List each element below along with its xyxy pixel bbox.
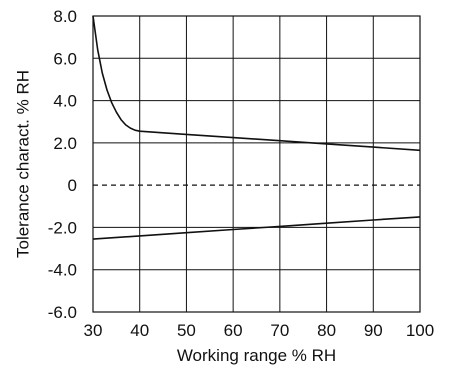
y-tick-label: 8.0 (53, 7, 77, 26)
x-tick-labels: 30 40 50 60 70 80 90 100 (84, 321, 435, 340)
y-tick-label: 4.0 (53, 92, 77, 111)
x-tick-label: 70 (270, 321, 289, 340)
y-tick-label: 6.0 (53, 49, 77, 68)
y-tick-label: -2.0 (48, 218, 77, 237)
x-tick-label: 40 (130, 321, 149, 340)
y-axis-label: Tolerance charact. % RH (13, 70, 32, 258)
x-axis-label: Working range % RH (177, 346, 336, 365)
x-tick-label: 100 (406, 321, 434, 340)
series-layer (92, 15, 421, 240)
y-tick-label: -4.0 (48, 261, 77, 280)
lower-tolerance-line (92, 216, 421, 240)
plot-frame (92, 15, 421, 313)
y-tick-labels: 8.0 6.0 4.0 2.0 0 -2.0 -4.0 -6.0 (48, 7, 77, 322)
x-tick-label: 90 (364, 321, 383, 340)
y-tick-label: 0 (68, 176, 77, 195)
y-tick-label: 2.0 (53, 134, 77, 153)
x-tick-label: 30 (84, 321, 103, 340)
x-tick-label: 80 (317, 321, 336, 340)
grid-lines (93, 16, 420, 312)
x-tick-label: 60 (224, 321, 243, 340)
upper-tolerance-line (92, 15, 421, 152)
x-tick-label: 50 (177, 321, 196, 340)
y-tick-label: -6.0 (48, 303, 77, 322)
